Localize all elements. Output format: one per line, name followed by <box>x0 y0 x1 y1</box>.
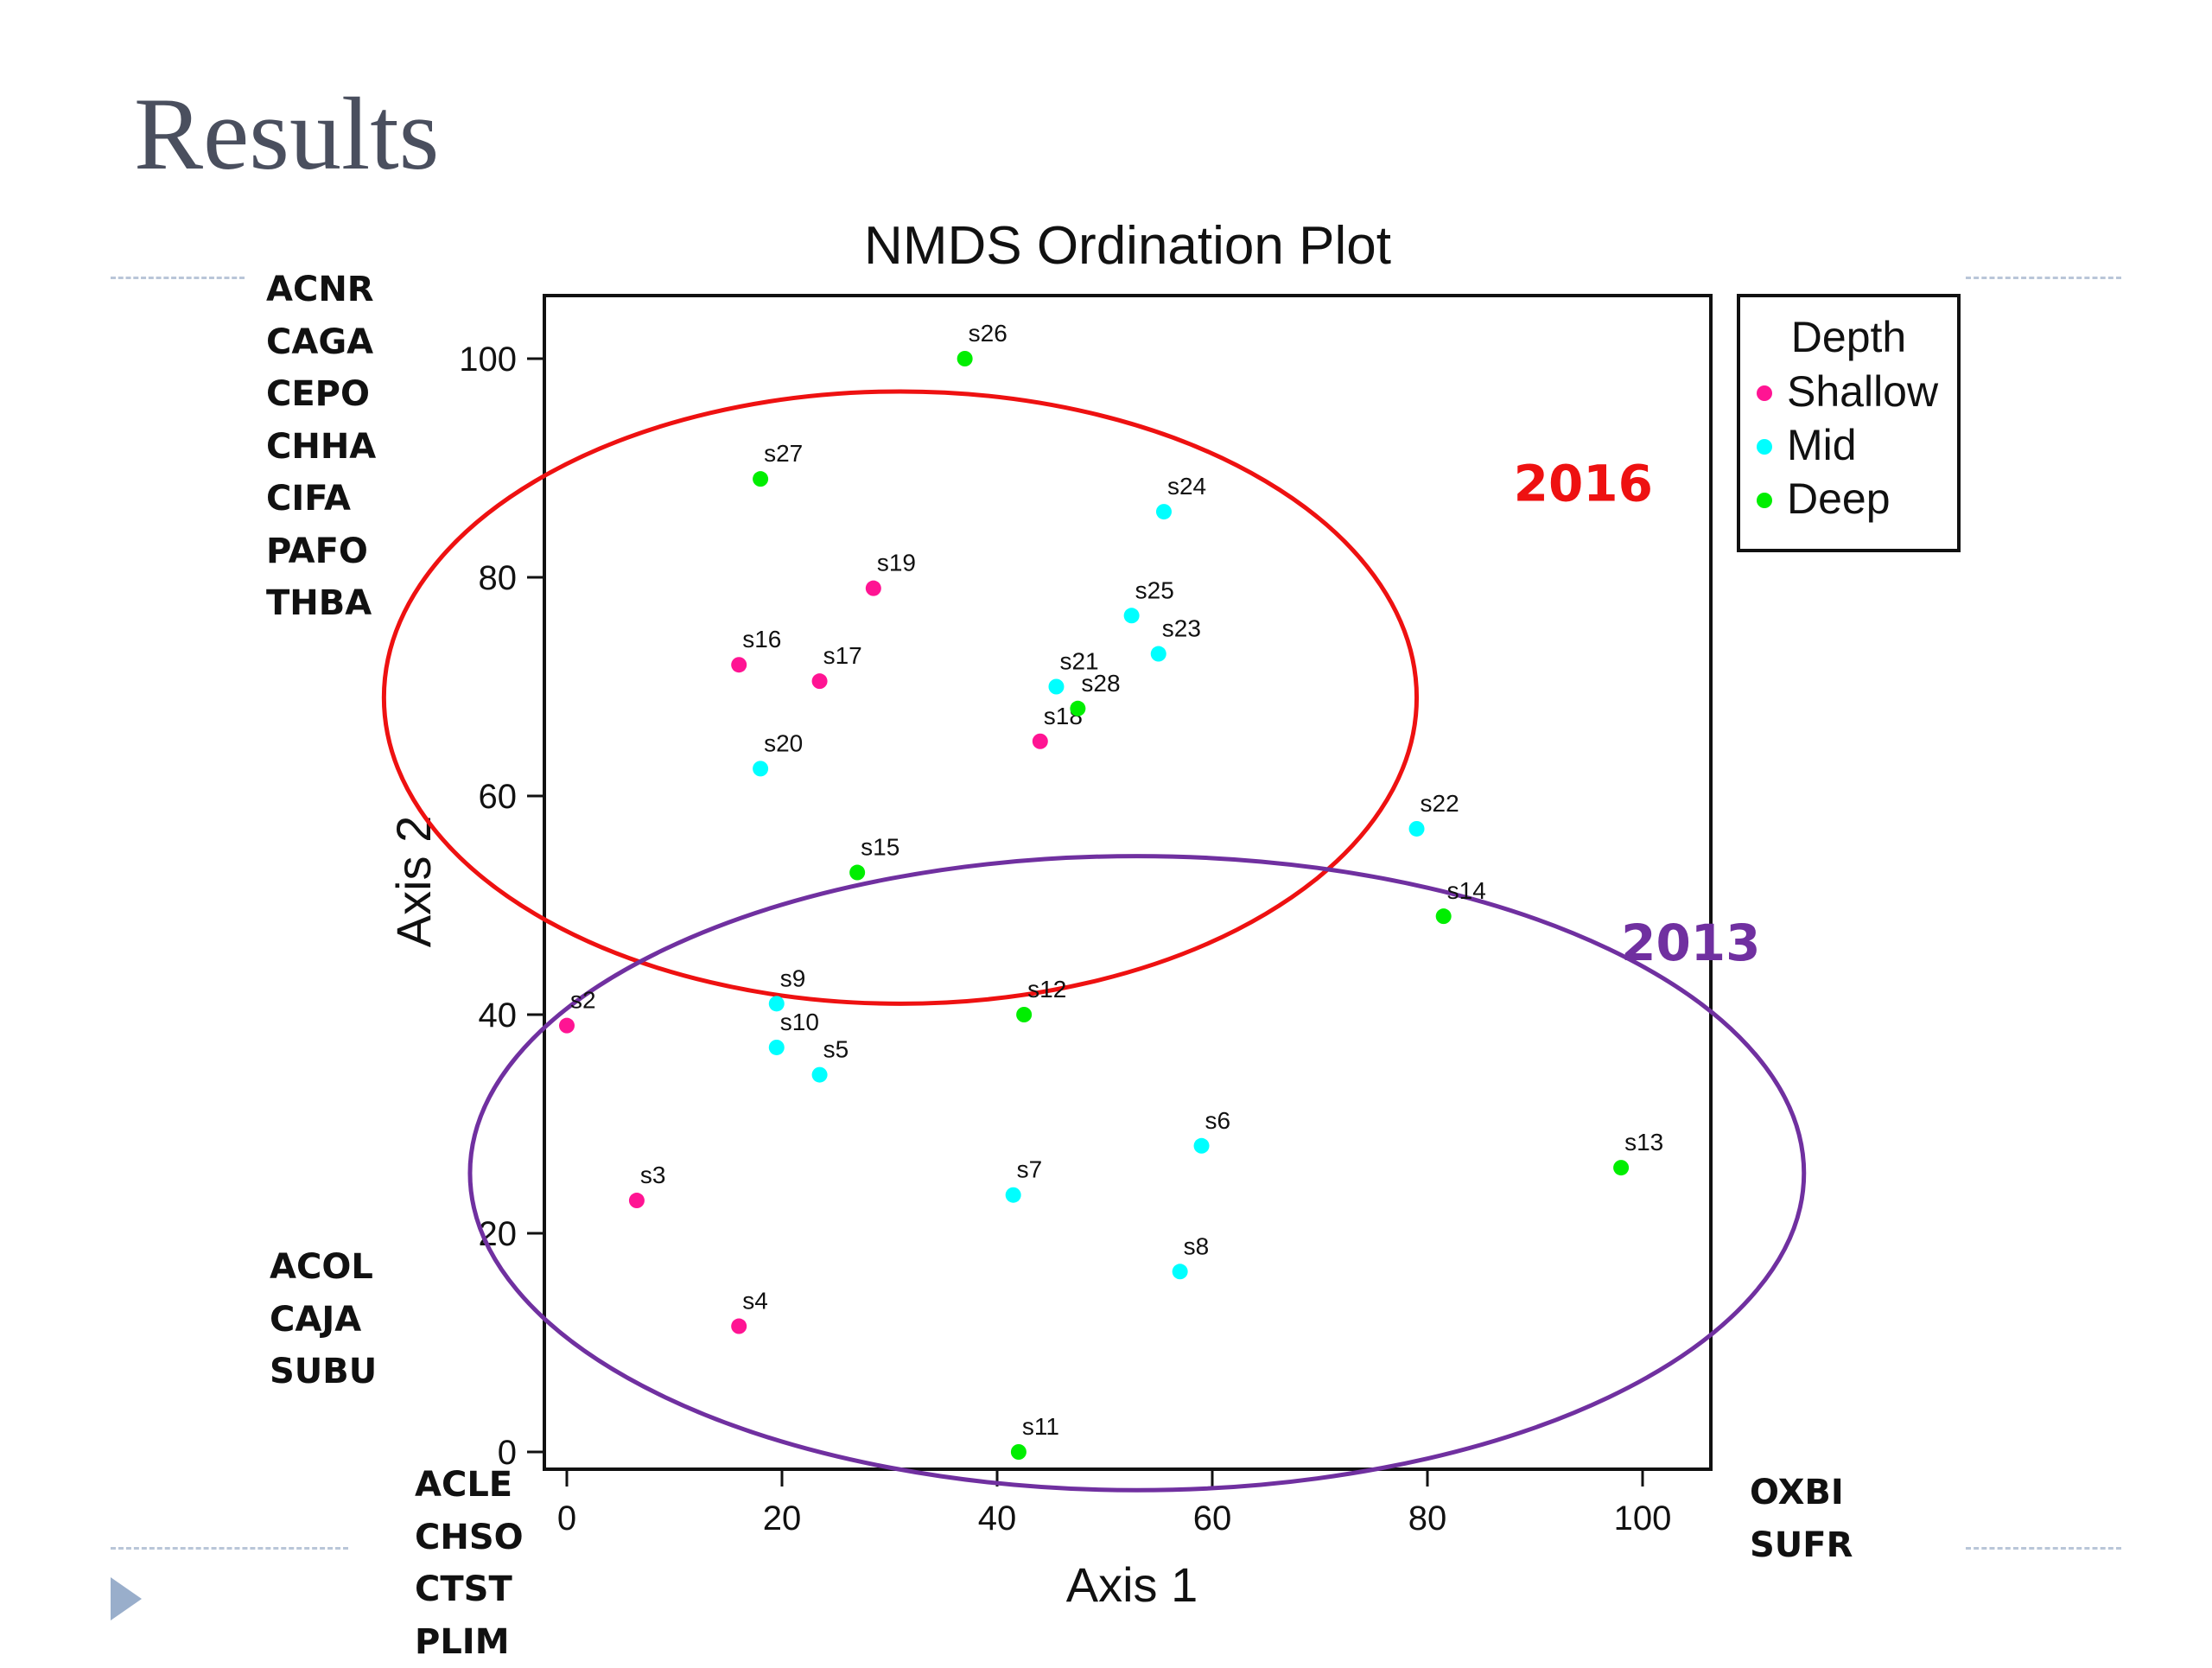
ellipse-2016 <box>384 392 1416 1003</box>
y-tick-label: 0 <box>498 1434 517 1472</box>
point-s4 <box>731 1319 747 1334</box>
point-s7 <box>1006 1187 1021 1203</box>
point-label-s3: s3 <box>640 1162 666 1188</box>
legend-marker-mid <box>1757 439 1772 455</box>
legend-label-deep: Deep <box>1787 474 1891 523</box>
x-tick-label: 100 <box>1614 1499 1672 1537</box>
point-label-s24: s24 <box>1167 473 1206 500</box>
point-label-s2: s2 <box>570 987 596 1014</box>
point-s21 <box>1048 679 1064 695</box>
point-s18 <box>1033 734 1048 749</box>
point-label-s13: s13 <box>1624 1129 1663 1156</box>
point-label-s11: s11 <box>1022 1413 1059 1440</box>
point-s20 <box>753 761 768 776</box>
x-axis-label: Axis 1 <box>1066 1557 1198 1612</box>
point-s8 <box>1173 1264 1188 1279</box>
x-tick-label: 40 <box>978 1499 1017 1537</box>
ellipse-2013 <box>470 856 1804 1491</box>
point-s10 <box>769 1040 785 1055</box>
point-s13 <box>1613 1160 1629 1175</box>
point-label-s20: s20 <box>764 729 803 756</box>
point-label-s12: s12 <box>1027 976 1066 1003</box>
point-s14 <box>1436 908 1452 924</box>
point-s17 <box>812 673 828 689</box>
legend-title: Depth <box>1791 313 1906 361</box>
y-tick-label: 40 <box>479 996 518 1035</box>
legend-marker-deep <box>1757 493 1772 508</box>
point-s26 <box>957 351 973 366</box>
point-s6 <box>1194 1138 1210 1154</box>
point-label-s25: s25 <box>1135 576 1174 603</box>
point-s27 <box>753 471 768 487</box>
point-label-s28: s28 <box>1081 670 1120 697</box>
point-label-s4: s4 <box>742 1288 768 1315</box>
x-tick-label: 60 <box>1193 1499 1232 1537</box>
point-s11 <box>1011 1444 1027 1460</box>
legend-marker-shallow <box>1757 385 1772 401</box>
point-label-s19: s19 <box>877 550 916 576</box>
point-label-s23: s23 <box>1162 615 1201 642</box>
point-label-s9: s9 <box>780 965 806 991</box>
y-tick-label: 80 <box>479 559 518 597</box>
point-s3 <box>629 1193 645 1208</box>
point-s12 <box>1016 1007 1032 1022</box>
point-label-s7: s7 <box>1017 1156 1043 1183</box>
legend-label-mid: Mid <box>1787 421 1857 469</box>
x-tick-label: 20 <box>763 1499 802 1537</box>
legend-label-shallow: Shallow <box>1787 367 1939 416</box>
label-2016: 2016 <box>1514 454 1653 512</box>
chart-title: NMDS Ordination Plot <box>864 216 1391 276</box>
y-tick-label: 60 <box>479 778 518 816</box>
point-s2 <box>559 1018 575 1034</box>
point-s15 <box>849 865 865 881</box>
point-label-s27: s27 <box>764 440 803 467</box>
x-tick-label: 0 <box>557 1499 576 1537</box>
y-tick-label: 100 <box>459 341 517 379</box>
point-label-s8: s8 <box>1184 1232 1210 1259</box>
point-s19 <box>866 581 881 596</box>
point-label-s17: s17 <box>823 642 862 669</box>
point-label-s26: s26 <box>969 320 1007 347</box>
point-s16 <box>731 657 747 672</box>
point-s25 <box>1124 608 1140 623</box>
point-s23 <box>1151 646 1166 662</box>
x-tick-label: 80 <box>1408 1499 1447 1537</box>
point-label-s14: s14 <box>1447 877 1486 904</box>
point-s24 <box>1156 504 1172 519</box>
point-s5 <box>812 1067 828 1083</box>
point-label-s10: s10 <box>780 1009 819 1035</box>
label-2013: 2013 <box>1621 914 1760 972</box>
point-label-s5: s5 <box>823 1036 849 1063</box>
point-label-s22: s22 <box>1421 790 1459 817</box>
y-axis-label: Axis 2 <box>386 816 441 948</box>
point-label-s6: s6 <box>1205 1107 1231 1134</box>
point-label-s16: s16 <box>742 626 781 653</box>
point-s28 <box>1070 701 1085 716</box>
point-s22 <box>1409 821 1425 837</box>
point-label-s15: s15 <box>861 834 899 861</box>
